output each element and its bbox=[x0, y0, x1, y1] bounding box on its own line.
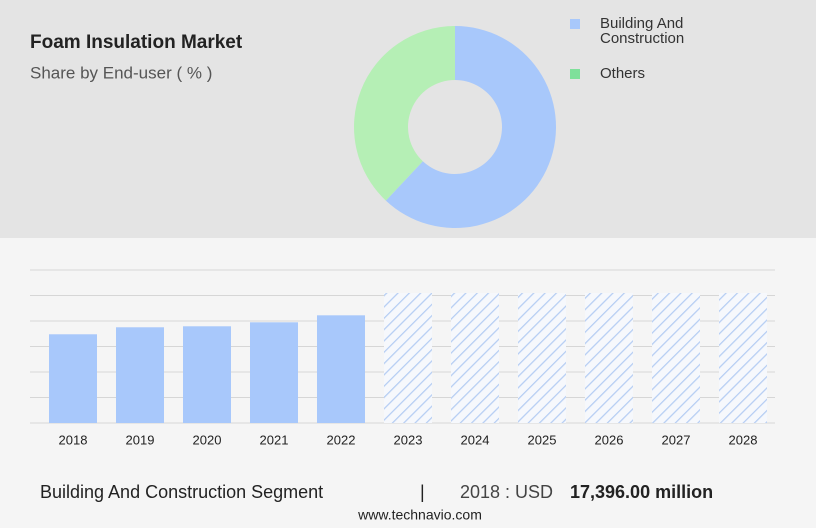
bar bbox=[317, 315, 365, 423]
x-tick-label: 2020 bbox=[193, 432, 222, 447]
x-tick-label: 2019 bbox=[126, 432, 155, 447]
forecast-placeholder bbox=[585, 293, 633, 423]
x-tick-label: 2018 bbox=[59, 432, 88, 447]
x-tick-label: 2023 bbox=[394, 432, 423, 447]
segment-label: Building And Construction Segment bbox=[40, 482, 323, 502]
bar bbox=[116, 327, 164, 423]
legend-label: Building And Construction bbox=[600, 15, 684, 47]
legend-swatch bbox=[570, 19, 580, 29]
x-tick-label: 2025 bbox=[528, 432, 557, 447]
bar bbox=[250, 322, 298, 423]
separator: | bbox=[420, 482, 425, 502]
forecast-placeholder bbox=[384, 293, 432, 423]
x-tick-label: 2021 bbox=[260, 432, 289, 447]
bar bbox=[49, 334, 97, 423]
x-tick-label: 2024 bbox=[461, 432, 490, 447]
x-tick-label: 2026 bbox=[595, 432, 624, 447]
forecast-placeholder bbox=[518, 293, 566, 423]
forecast-placeholder bbox=[719, 293, 767, 423]
legend-swatch bbox=[570, 69, 580, 79]
bar bbox=[183, 326, 231, 423]
year-label: 2018 : USD bbox=[460, 482, 553, 502]
forecast-placeholder bbox=[652, 293, 700, 423]
donut-slice bbox=[354, 25, 455, 201]
donut-slice bbox=[385, 26, 557, 228]
source: www.technavio.com bbox=[357, 507, 482, 523]
legend-label: Others bbox=[600, 65, 645, 82]
x-tick-label: 2022 bbox=[327, 432, 356, 447]
chart-title: Foam Insulation Market bbox=[30, 32, 243, 53]
segment-value: 17,396.00 million bbox=[570, 482, 713, 502]
x-tick-label: 2027 bbox=[662, 432, 691, 447]
chart-subtitle: Share by End-user ( % ) bbox=[30, 63, 212, 82]
forecast-placeholder bbox=[451, 293, 499, 423]
x-tick-label: 2028 bbox=[729, 432, 758, 447]
